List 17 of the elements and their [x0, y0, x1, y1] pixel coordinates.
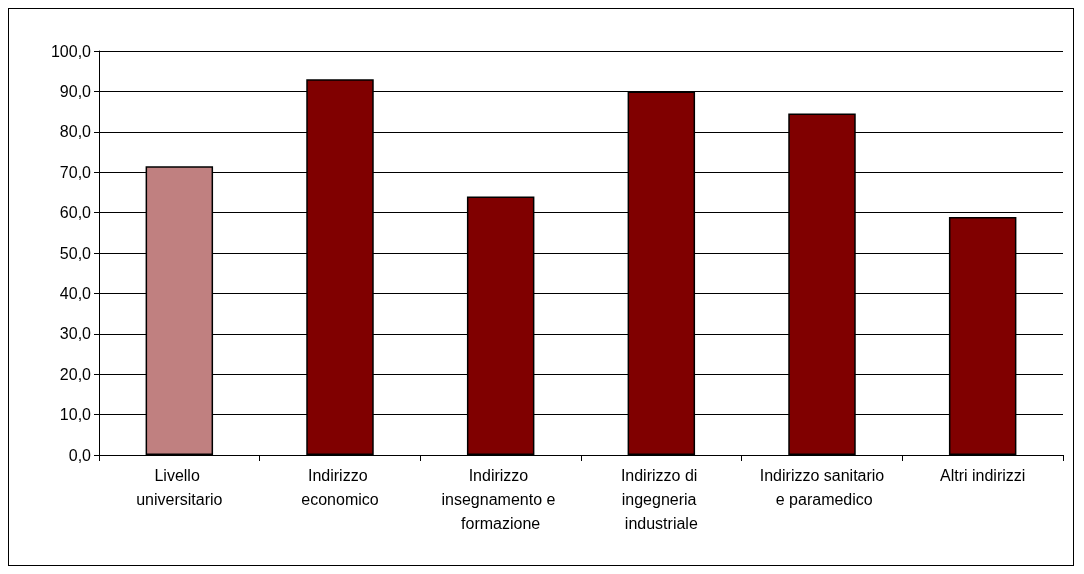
y-tick-label: 0,0 [68, 446, 92, 464]
x-tick-label: Indirizzo sanitario e paramedico [759, 466, 885, 508]
y-tick-label: 60,0 [59, 204, 92, 222]
y-tick-label: 80,0 [59, 123, 92, 141]
y-tick-label: 70,0 [59, 163, 92, 181]
x-tick-label: Indirizzo di ingegneria industriale [620, 466, 702, 532]
x-tick-label: Altri indirizzi [939, 466, 1026, 484]
y-tick-label: 30,0 [59, 325, 92, 343]
y-tick-label: 20,0 [59, 365, 92, 383]
y-tick-label: 100,0 [50, 42, 92, 60]
y-tick-label: 10,0 [59, 406, 92, 424]
y-tick-label: 40,0 [59, 284, 92, 302]
x-tick-label: Indirizzo economico [301, 466, 379, 508]
y-tick-label: 90,0 [59, 82, 92, 100]
x-tick-label: Livello universitario [136, 466, 223, 508]
y-tick-label: 50,0 [59, 244, 92, 262]
x-tick-label: Indirizzo insegnamento e formazione [441, 466, 560, 532]
